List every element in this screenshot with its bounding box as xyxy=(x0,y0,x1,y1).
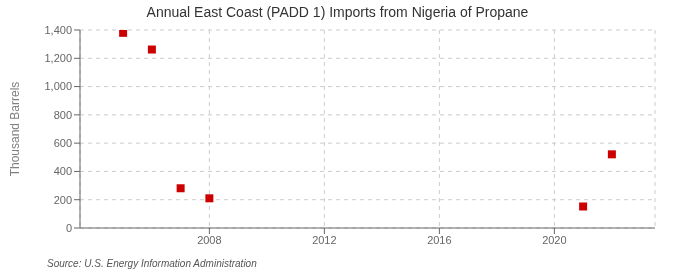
html-text:Annual East Coast (PADD 1) Imp: Annual East Coast (PADD 1) Imports from … xyxy=(146,4,529,20)
html-text:Source: U.S. Energy Informatio: Source: U.S. Energy Information Administ… xyxy=(47,258,257,269)
svg-text:1,200: 1,200 xyxy=(44,52,72,64)
svg-text:1,000: 1,000 xyxy=(44,80,72,92)
svg-text:2012: 2012 xyxy=(312,234,336,246)
svg-text:1,400: 1,400 xyxy=(44,24,72,36)
svg-text:2020: 2020 xyxy=(542,234,566,246)
svg-text:600: 600 xyxy=(54,137,72,149)
svg-text:800: 800 xyxy=(54,109,72,121)
svg-text:0: 0 xyxy=(66,222,72,234)
svg-text:200: 200 xyxy=(54,194,72,206)
svg-text:2008: 2008 xyxy=(197,234,221,246)
svg-text:2016: 2016 xyxy=(427,234,451,246)
svg-text:Thousand Barrels: Thousand Barrels xyxy=(8,82,22,177)
svg-text:400: 400 xyxy=(54,165,72,177)
